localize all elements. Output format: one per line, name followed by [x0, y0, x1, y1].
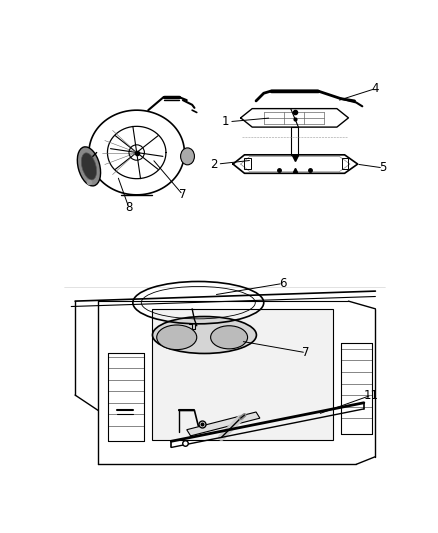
Ellipse shape	[78, 147, 101, 186]
Bar	[342, 158, 348, 169]
Text: 8: 8	[125, 201, 133, 214]
Text: 2: 2	[210, 158, 218, 171]
Ellipse shape	[157, 325, 197, 350]
Text: 11: 11	[364, 389, 379, 401]
Bar	[244, 158, 251, 169]
Text: 7: 7	[302, 346, 310, 359]
Polygon shape	[187, 412, 260, 436]
Bar	[152, 309, 333, 440]
Text: 7: 7	[179, 188, 187, 201]
Text: 5: 5	[379, 161, 387, 174]
Text: 4: 4	[372, 82, 379, 95]
Ellipse shape	[152, 317, 256, 353]
Text: 1: 1	[222, 115, 229, 128]
Text: 6: 6	[279, 277, 287, 290]
Ellipse shape	[81, 153, 96, 180]
Ellipse shape	[211, 326, 247, 349]
Ellipse shape	[180, 148, 194, 165]
